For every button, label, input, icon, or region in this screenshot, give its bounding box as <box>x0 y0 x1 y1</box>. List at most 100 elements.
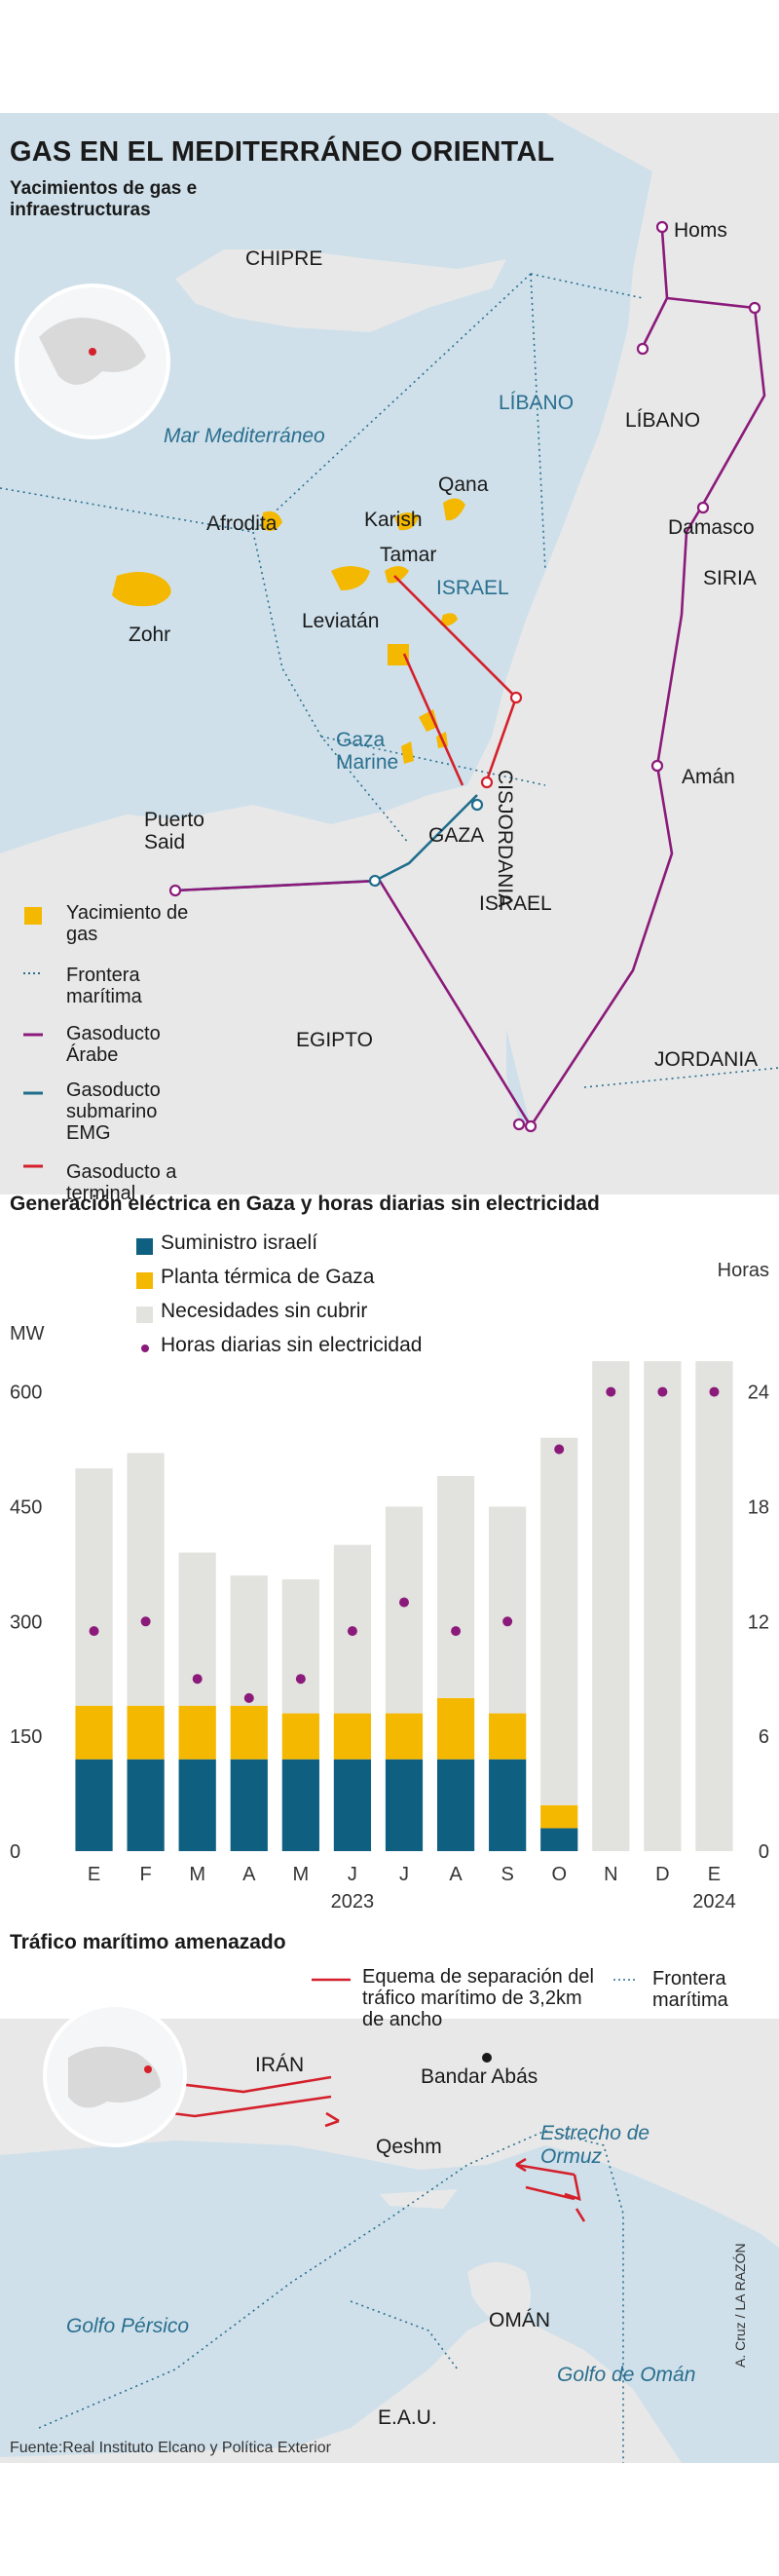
bar-segment <box>127 1759 165 1851</box>
hormuz-map-panel <box>0 1960 779 2463</box>
x-tick-label: E <box>708 1864 721 1885</box>
bar-segment <box>489 1506 527 1714</box>
legend-swatch-unmet-needs <box>136 1307 153 1323</box>
label-aman: Amán <box>682 766 735 788</box>
label-libano-sea: LÍBANO <box>499 392 575 414</box>
hours-dot <box>502 1616 513 1627</box>
mediterranean-map <box>0 113 779 1194</box>
legend-emg-pipeline: Gasoducto submarino EMG <box>66 1080 161 1144</box>
bar-segment <box>178 1759 216 1851</box>
bar-segment <box>436 1697 475 1760</box>
year-label: 2023 <box>331 1891 375 1913</box>
hormuz-legend-border: Frontera marítima <box>652 1968 728 2011</box>
x-tick-label: J <box>399 1864 409 1885</box>
label-gaza: GAZA <box>428 824 485 847</box>
bar-segment <box>333 1713 372 1760</box>
label-mar-mediterraneo: Mar Mediterráneo <box>164 425 325 447</box>
label-zohr: Zohr <box>129 624 171 646</box>
legend-arab-pipeline: Gasoducto Árabe <box>66 1023 161 1066</box>
legend-gaza-plant: Planta térmica de Gaza <box>161 1266 375 1288</box>
map-subtitle: Yacimientos de gas e infraestructuras <box>10 178 198 220</box>
label-iran: IRÁN <box>255 2054 305 2076</box>
label-tamar: Tamar <box>380 544 437 566</box>
x-tick-label: F <box>140 1864 152 1885</box>
label-golfo-persico: Golfo Pérsico <box>66 2315 190 2337</box>
bar-segment <box>540 1437 578 1805</box>
bar-segment <box>230 1575 268 1706</box>
label-jordania: JORDANIA <box>654 1048 759 1071</box>
bar-segment <box>230 1705 268 1760</box>
label-israel: ISRAEL <box>479 892 552 915</box>
hours-dot <box>554 1444 565 1455</box>
label-bandar-abas: Bandar Abás <box>421 2065 538 2088</box>
bar-segment <box>230 1759 268 1851</box>
bar-segment <box>281 1579 319 1714</box>
legend-maritime-border: Frontera marítima <box>66 965 142 1007</box>
legend-israeli-supply: Suministro israelí <box>161 1231 318 1254</box>
label-golfo-oman: Golfo de Omán <box>557 2364 696 2386</box>
bar-segment <box>75 1759 113 1851</box>
hours-dot <box>140 1616 151 1627</box>
x-tick-label: A <box>449 1864 463 1885</box>
map-panel <box>0 113 779 1194</box>
bar-segment <box>127 1453 165 1706</box>
hormuz-title: Tráfico marítimo amenazado <box>10 1931 286 1953</box>
map-title: GAS EN EL MEDITERRÁNEO ORIENTAL <box>10 136 555 168</box>
x-tick-label: M <box>293 1864 310 1885</box>
hours-dot <box>89 1626 99 1637</box>
y2-tick-label: 0 <box>759 1841 769 1863</box>
x-tick-label: S <box>501 1864 513 1885</box>
bar-segment <box>127 1705 165 1760</box>
hours-dot <box>192 1674 203 1685</box>
y2-tick-label: 12 <box>748 1611 769 1633</box>
hours-dot <box>399 1597 409 1608</box>
hours-dot <box>243 1692 254 1703</box>
label-qana: Qana <box>438 474 489 496</box>
label-damasco: Damasco <box>668 516 755 539</box>
bar-segment <box>333 1759 372 1851</box>
bar-segment <box>540 1828 578 1851</box>
y-tick-label: 600 <box>10 1383 42 1404</box>
y-axis-title: MW <box>10 1323 45 1345</box>
y-tick-label: 150 <box>10 1726 42 1748</box>
legend-gas-field: Yacimiento de gas <box>66 902 189 945</box>
bar-segment <box>75 1705 113 1760</box>
y-tick-label: 0 <box>10 1841 20 1863</box>
label-homs: Homs <box>674 219 727 242</box>
hormuz-legend-lane: Equema de separación del tráfico marítim… <box>362 1966 594 2030</box>
label-libano: LÍBANO <box>625 409 701 432</box>
label-estrecho-ormuz: Estrecho de Ormuz <box>540 2122 650 2168</box>
x-tick-label: N <box>604 1864 617 1885</box>
label-eau: E.A.U. <box>378 2406 437 2429</box>
bar-segment <box>644 1361 682 1851</box>
hours-dot <box>709 1386 720 1397</box>
year-label: 2024 <box>692 1891 736 1913</box>
source-note: Fuente:Real Instituto Elcano y Política … <box>10 2440 331 2456</box>
label-afrodita: Afrodita <box>206 512 278 535</box>
legend-unmet-needs: Necesidades sin cubrir <box>161 1300 368 1322</box>
bar-segment <box>489 1713 527 1760</box>
label-karish: Karish <box>364 509 423 531</box>
bar-segment <box>489 1759 527 1851</box>
x-tick-label: O <box>551 1864 567 1885</box>
legend-swatch-israeli-supply <box>136 1238 153 1255</box>
x-tick-label: E <box>88 1864 100 1885</box>
hours-dot <box>657 1386 668 1397</box>
label-puerto-said: Puerto Said <box>144 809 204 853</box>
author-credit: A. Cruz / LA RAZÓN <box>732 2243 748 2368</box>
x-tick-label: M <box>189 1864 205 1885</box>
x-tick-label: J <box>348 1864 357 1885</box>
y2-tick-label: 24 <box>748 1383 769 1404</box>
hormuz-map <box>0 1960 779 2463</box>
bar-segment <box>385 1713 424 1760</box>
bar-segment <box>281 1713 319 1760</box>
y-tick-label: 450 <box>10 1496 42 1518</box>
power-chart: MW Horas 0 150 300 450 600 0 6 12 18 24 E F M A M J J A S O N D… <box>10 1260 769 1913</box>
bar-segment <box>540 1804 578 1829</box>
hours-dot <box>347 1626 357 1637</box>
label-israel-sea: ISRAEL <box>436 577 509 599</box>
bar-segment <box>281 1759 319 1851</box>
hours-dot <box>295 1674 306 1685</box>
legend-terminal-pipeline: Gasoducto a terminal <box>66 1161 177 1204</box>
bar-segment <box>75 1468 113 1706</box>
